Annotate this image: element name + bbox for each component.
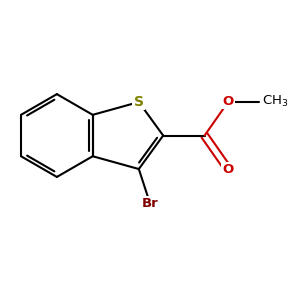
Text: S: S <box>134 95 144 109</box>
Text: O: O <box>223 95 234 108</box>
Text: Br: Br <box>142 197 158 210</box>
Text: CH$_3$: CH$_3$ <box>262 94 288 109</box>
Text: O: O <box>223 163 234 176</box>
